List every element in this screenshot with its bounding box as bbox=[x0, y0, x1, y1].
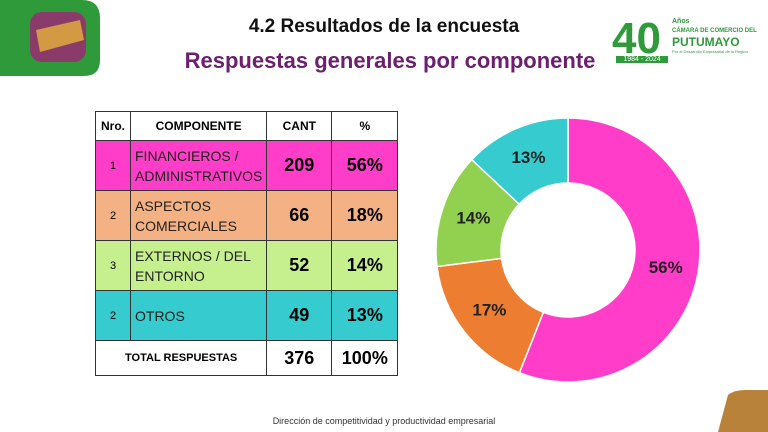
data-label: 13% bbox=[511, 148, 545, 167]
logo-period: 1984 - 2024 bbox=[616, 56, 668, 63]
table-row: 1 FINANCIEROS / ADMINISTRATIVOS 209 56% bbox=[95, 140, 399, 191]
corner-shape bbox=[718, 390, 768, 432]
logo-text: Por el Desarrollo Empresarial de la Regi… bbox=[672, 49, 748, 54]
table-cell: TOTAL RESPUESTAS bbox=[94, 340, 268, 376]
logo-text: CÁMARA DE COMERCIO DEL bbox=[672, 28, 757, 34]
corner-image bbox=[36, 20, 84, 52]
table-cell: 14% bbox=[331, 240, 399, 291]
table-cell: 376 bbox=[266, 340, 333, 376]
total-row: TOTAL RESPUESTAS 376 100% bbox=[94, 340, 399, 376]
table-cell: 1 bbox=[95, 140, 131, 191]
table-cell: 3 bbox=[95, 240, 131, 291]
logo-number: 40 bbox=[612, 14, 661, 63]
subtitle: Respuestas generales por componente bbox=[184, 48, 596, 73]
header-row: Nro. COMPONENTE CANT % bbox=[95, 111, 399, 141]
table-cell: 13% bbox=[331, 290, 399, 341]
table-cell: 2 bbox=[95, 190, 131, 241]
column-header: CANT bbox=[266, 111, 333, 141]
footer: Dirección de competitividad y productivi… bbox=[272, 416, 496, 426]
table-row: 2 OTROS 49 13% bbox=[95, 290, 399, 341]
table-cell: 2 bbox=[95, 290, 131, 341]
logo: 40 Años CÁMARA DE COMERCIO DEL PUTUMAYO … bbox=[612, 14, 762, 70]
table-cell: 49 bbox=[266, 290, 333, 341]
data-label: 56% bbox=[649, 258, 683, 277]
table-cell: FINANCIEROS / ADMINISTRATIVOS bbox=[129, 140, 268, 191]
table-cell: ASPECTOS COMERCIALES bbox=[129, 190, 268, 241]
donut-chart: 56% 17% 14% 13% bbox=[435, 117, 701, 383]
logo-text: Años bbox=[672, 18, 690, 25]
column-header: COMPONENTE bbox=[129, 111, 268, 141]
table-cell: EXTERNOS / DEL ENTORNO bbox=[129, 240, 268, 291]
table-row: 3 EXTERNOS / DEL ENTORNO 52 14% bbox=[95, 240, 399, 291]
table-cell: 100% bbox=[331, 340, 399, 376]
logo-text: PUTUMAYO bbox=[672, 35, 740, 49]
column-header: Nro. bbox=[95, 111, 131, 141]
data-label: 14% bbox=[456, 209, 490, 228]
table-cell: 18% bbox=[331, 190, 399, 241]
data-label: 17% bbox=[472, 300, 506, 319]
table-cell: 209 bbox=[266, 140, 333, 191]
table-cell: 66 bbox=[266, 190, 333, 241]
donut-slice bbox=[470, 117, 569, 206]
donut-slice bbox=[518, 117, 701, 383]
table-cell: 52 bbox=[266, 240, 333, 291]
table-row: 2 ASPECTOS COMERCIALES 66 18% bbox=[95, 190, 399, 241]
column-header: % bbox=[331, 111, 399, 141]
results-table: Nro. COMPONENTE CANT % 1 FINANCIEROS / AD… bbox=[94, 111, 399, 376]
table-cell: OTROS bbox=[129, 290, 268, 341]
title: 4.2 Resultados de la encuesta bbox=[248, 16, 520, 37]
table-cell: 56% bbox=[331, 140, 399, 191]
